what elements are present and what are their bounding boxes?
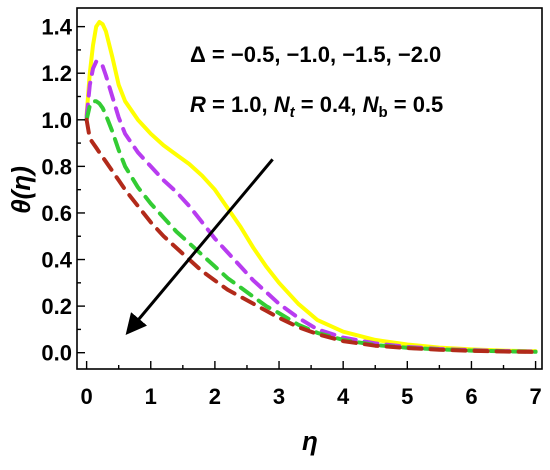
x-tick-label: 3: [273, 384, 285, 409]
annotation-parameters: R = 1.0, Nt = 0.4, Nb = 0.5: [190, 92, 443, 121]
y-tick-label: 0.0: [41, 341, 72, 366]
x-tick-label: 5: [401, 384, 413, 409]
y-axis-label: θ(η): [6, 166, 36, 214]
series-layer: [84, 20, 538, 354]
y-tick-label: 1.2: [41, 61, 72, 86]
x-axis-label: η: [302, 426, 318, 456]
y-tick-label: 0.4: [41, 248, 72, 273]
x-tick-label: 7: [529, 384, 541, 409]
series-line-1: [84, 20, 538, 354]
x-tick-label: 4: [337, 384, 350, 409]
y-tick-label: 0.2: [41, 294, 72, 319]
x-axis-ticks: 0 1 2 3 4 5 6 7: [80, 361, 542, 409]
y-tick-label: 0.8: [41, 154, 72, 179]
y-tick-label: 1.4: [41, 15, 72, 40]
series-line-3: [84, 99, 538, 354]
x-tick-label: 6: [465, 384, 477, 409]
y-axis-ticks: 0.0 0.2 0.4 0.6 0.8 1.0 1.2 1.4: [41, 15, 85, 366]
y-tick-label: 1.0: [41, 108, 72, 133]
x-tick-label: 0: [80, 384, 92, 409]
annotation-delta-values: Δ = −0.5, −1.0, −1.5, −2.0: [190, 42, 441, 67]
series-line-4: [84, 117, 538, 354]
plot-frame: [76, 7, 543, 370]
trend-arrow: [125, 158, 274, 335]
y-tick-label: 0.6: [41, 201, 72, 226]
x-tick-label: 1: [145, 384, 157, 409]
series-line-2: [84, 59, 538, 354]
x-tick-label: 2: [209, 384, 221, 409]
